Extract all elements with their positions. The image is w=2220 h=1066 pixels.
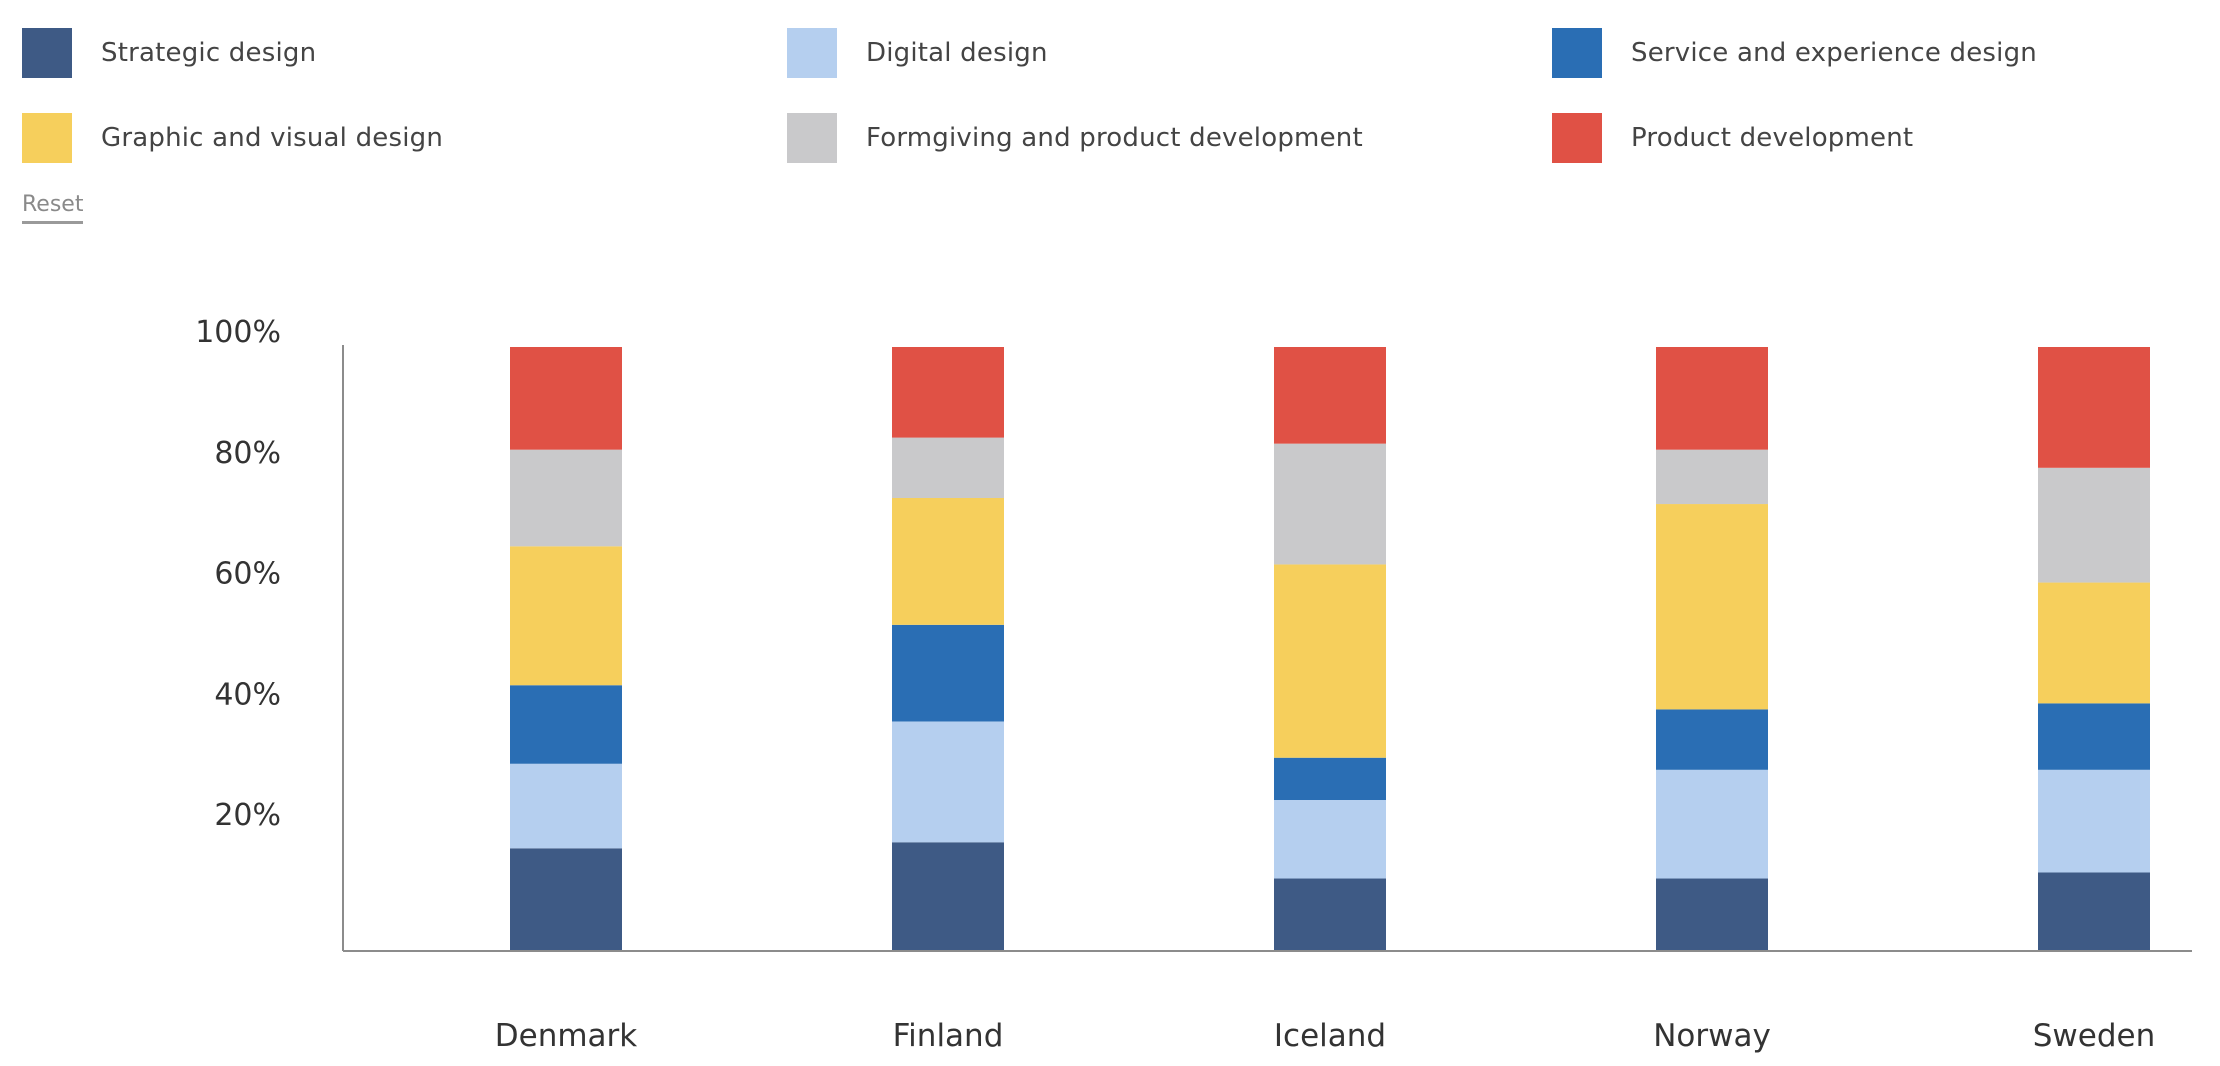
legend-label: Graphic and visual design (101, 123, 444, 153)
bar-segment-finland-1[interactable] (892, 842, 1004, 951)
bar-segment-finland-3[interactable] (892, 624, 1004, 722)
y-tick-label: 100% (195, 315, 281, 350)
x-category-labels: Denmark Finland Iceland Norway Sweden (495, 1018, 2156, 1054)
bar-segment-norway-4[interactable] (1656, 504, 1768, 710)
bar-segment-norway-1[interactable] (1656, 878, 1768, 951)
bar-segment-finland-4[interactable] (892, 498, 1004, 625)
reset-button[interactable]: Reset (22, 192, 84, 224)
bar-segment-denmark-2[interactable] (510, 763, 622, 849)
legend: Strategic design Digital design Service … (22, 28, 2212, 168)
bar-segment-iceland-3[interactable] (1274, 757, 1386, 800)
bar-segment-finland-5[interactable] (892, 437, 1004, 498)
legend-swatch (22, 28, 72, 78)
legend-label: Service and experience design (1631, 38, 2037, 68)
legend-item-strategic-design[interactable]: Strategic design (22, 28, 787, 78)
bars-group (510, 347, 2150, 951)
bar-segment-iceland-4[interactable] (1274, 564, 1386, 758)
legend-swatch (787, 113, 837, 163)
bar-segment-iceland-1[interactable] (1274, 878, 1386, 951)
bar-segment-norway-5[interactable] (1656, 449, 1768, 505)
bar-segment-iceland-6[interactable] (1274, 347, 1386, 444)
legend-item-digital-design[interactable]: Digital design (787, 28, 1552, 78)
bar-segment-norway-6[interactable] (1656, 347, 1768, 450)
legend-swatch (1552, 28, 1602, 78)
legend-label: Digital design (866, 38, 1048, 68)
y-tick-label: 40% (214, 677, 281, 712)
legend-item-formgiving-product-development[interactable]: Formgiving and product development (787, 113, 1552, 163)
y-tick-label: 20% (214, 798, 281, 833)
legend-swatch (1552, 113, 1602, 163)
bar-segment-denmark-1[interactable] (510, 848, 622, 951)
bar-segment-sweden-4[interactable] (2038, 582, 2150, 704)
bar-segment-sweden-5[interactable] (2038, 467, 2150, 583)
x-category-label: Sweden (2033, 1018, 2156, 1054)
legend-label: Product development (1631, 123, 1914, 153)
legend-item-service-experience-design[interactable]: Service and experience design (1552, 28, 2212, 78)
bar-segment-iceland-5[interactable] (1274, 443, 1386, 565)
legend-swatch (22, 113, 72, 163)
x-category-label: Iceland (1274, 1018, 1386, 1054)
bar-segment-norway-2[interactable] (1656, 769, 1768, 879)
bar-segment-finland-2[interactable] (892, 721, 1004, 843)
x-category-label: Norway (1653, 1018, 1771, 1054)
y-tick-label: 80% (214, 436, 281, 471)
legend-label: Strategic design (101, 38, 317, 68)
legend-item-product-development[interactable]: Product development (1552, 113, 2212, 163)
legend-item-graphic-visual-design[interactable]: Graphic and visual design (22, 113, 787, 163)
x-category-label: Denmark (495, 1018, 638, 1054)
bar-segment-finland-6[interactable] (892, 347, 1004, 438)
legend-swatch (787, 28, 837, 78)
bar-segment-norway-3[interactable] (1656, 709, 1768, 770)
bar-segment-denmark-3[interactable] (510, 685, 622, 764)
bar-segment-iceland-2[interactable] (1274, 800, 1386, 879)
bar-segment-denmark-4[interactable] (510, 546, 622, 686)
bar-segment-denmark-5[interactable] (510, 449, 622, 547)
bar-segment-sweden-6[interactable] (2038, 347, 2150, 468)
legend-label: Formgiving and product development (866, 123, 1363, 153)
y-tick-label: 60% (214, 557, 281, 592)
y-tick-labels: 20% 40% 60% 80% 100% (195, 315, 281, 833)
bar-segment-sweden-3[interactable] (2038, 703, 2150, 770)
bar-segment-sweden-1[interactable] (2038, 872, 2150, 951)
bar-segment-denmark-6[interactable] (510, 347, 622, 450)
bar-segment-sweden-2[interactable] (2038, 769, 2150, 873)
x-category-label: Finland (893, 1018, 1004, 1054)
